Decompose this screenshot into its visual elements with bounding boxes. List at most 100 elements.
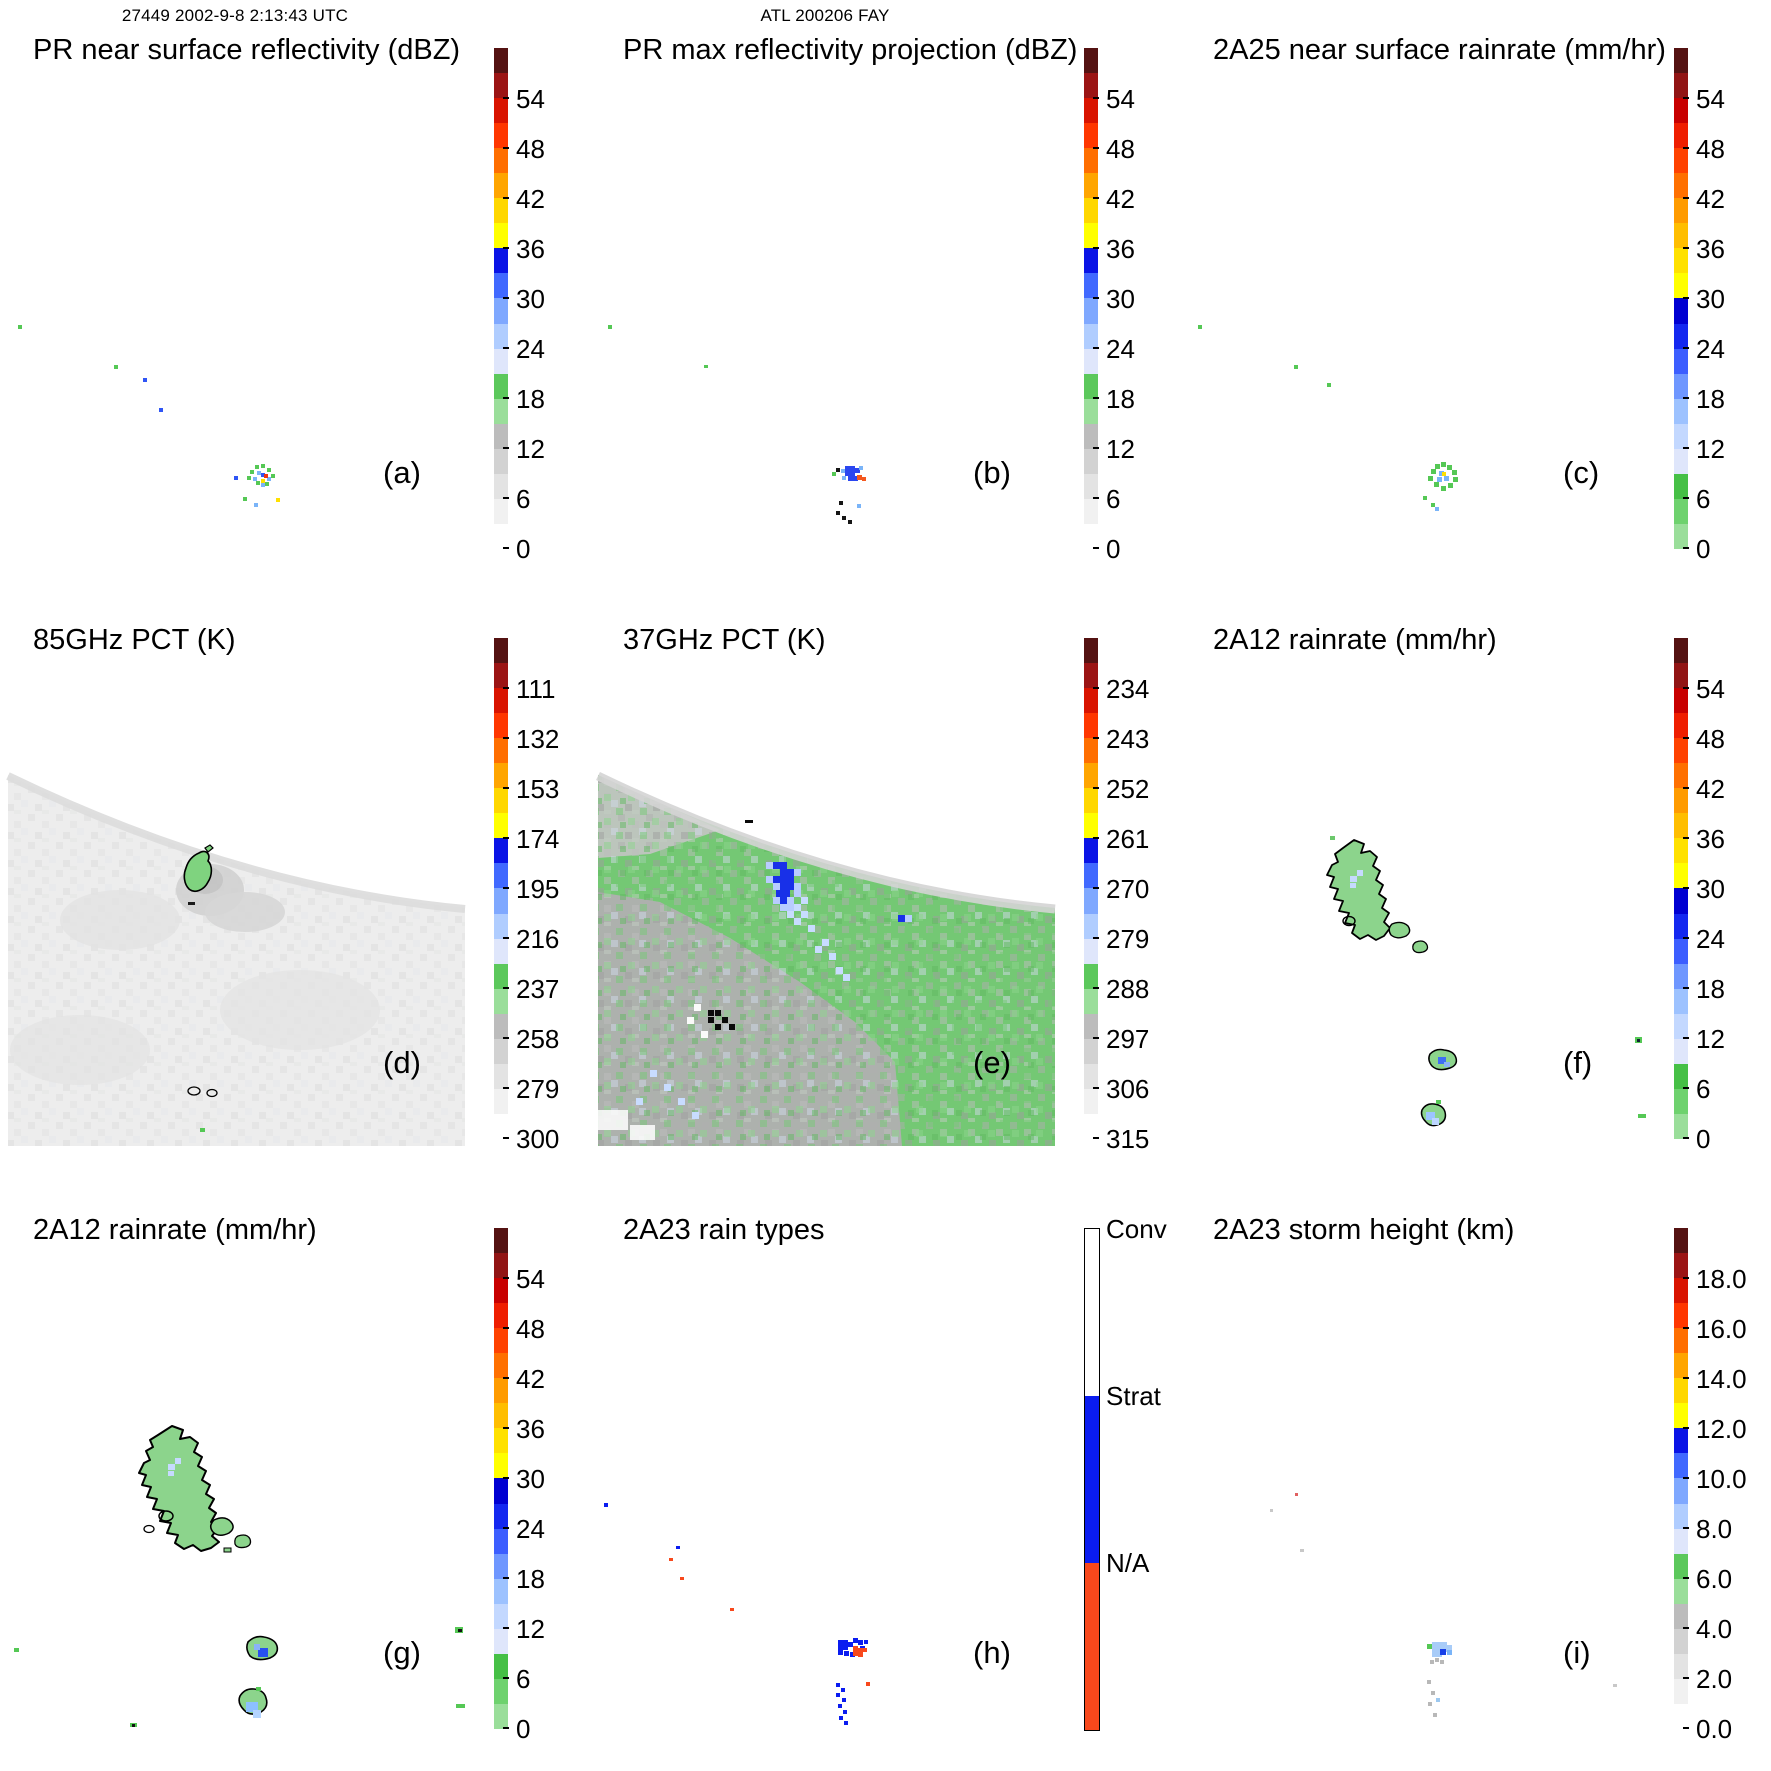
colorbar-segment: [494, 738, 508, 764]
panel-h: 2A23 rain types 34 32 30 28 26 24 -104 -…: [590, 1180, 1180, 1771]
colorbar-segment: [494, 73, 508, 99]
colorbar-segment: [494, 198, 508, 224]
colorbar-segment: [1674, 398, 1688, 424]
colorbar-tick-label: 54: [1696, 84, 1725, 114]
colorbar-tick: [503, 1577, 509, 1579]
colorbar-tick-label: 8.0: [1696, 1514, 1733, 1544]
colorbar-tick-label: 216: [516, 924, 560, 954]
colorbar-segment: [494, 1328, 508, 1354]
colorbar-tick: [503, 987, 509, 989]
colorbar-tick-label: N/A: [1106, 1548, 1150, 1578]
colorbar-segment: [494, 938, 508, 964]
panel-g-letter: (g): [383, 1635, 421, 1670]
colorbar-segment: [1084, 498, 1098, 524]
colorbar-segment: [1084, 323, 1098, 349]
colorbar-segment: [1084, 198, 1098, 224]
colorbar-segment: [494, 1453, 508, 1479]
colorbar-segment: [1674, 1378, 1688, 1404]
colorbar-segment: [1084, 473, 1098, 499]
colorbar-segment: [1674, 1403, 1688, 1429]
colorbar-segment: [1084, 788, 1098, 814]
colorbar-tick-label: 30: [1696, 874, 1725, 904]
colorbar-tick-label: 48: [516, 134, 545, 164]
panel-a-map: 34 32 30 28 26 24 -104 -102 -100 -98 -96…: [18, 325, 280, 507]
colorbar-segment: [1085, 1563, 1099, 1730]
panel-g: 2A12 rainrate (mm/hr) 34 32 30 28 26 24 …: [0, 1180, 590, 1771]
panel-e: 37GHz PCT (K): [590, 590, 1180, 1180]
colorbar-tick-label: 42: [1696, 184, 1725, 214]
colorbar-tick: [1683, 837, 1689, 839]
colorbar-segment: [1674, 48, 1688, 74]
colorbar-tick-label: 54: [1696, 674, 1725, 704]
panel-g-map: 34 32 30 28 26 24 -104 -102 -100 -98 -96…: [14, 1425, 465, 1727]
panel-f-title: 2A12 rainrate (mm/hr): [1213, 624, 1497, 656]
colorbar-segment: [1084, 273, 1098, 299]
colorbar-segment: [494, 523, 508, 549]
colorbar-segment: [1084, 398, 1098, 424]
colorbar-tick-label: 2.0: [1696, 1664, 1733, 1694]
colorbar-segment: [1674, 663, 1688, 689]
colorbar-segment: [1084, 123, 1098, 149]
colorbar-segment: [1674, 1228, 1688, 1254]
colorbar-segment: [494, 1038, 508, 1064]
colorbar-segment: [494, 1503, 508, 1529]
colorbar-tick: [503, 1327, 509, 1329]
colorbar-tick: [503, 1627, 509, 1629]
colorbar-tick: [1683, 1137, 1689, 1139]
colorbar-tick: [1683, 247, 1689, 249]
colorbar-tick-label: 24: [1696, 334, 1725, 364]
colorbar-segment: [1084, 1088, 1098, 1114]
colorbar-tick-label: 4.0: [1696, 1614, 1733, 1644]
colorbar-tick-label: 30: [1106, 284, 1135, 314]
colorbar-g: [494, 1228, 508, 1729]
colorbar-tick-label: 42: [516, 184, 545, 214]
panel-b-map: 34 32 30 28 26 24 -104 -102 -100 -98 -96…: [608, 325, 866, 524]
panel-f-letter: (f): [1563, 1045, 1593, 1080]
colorbar-segment: [1674, 248, 1688, 274]
colorbar-tick-label: 42: [516, 1364, 545, 1394]
colorbar-segment: [1085, 1396, 1099, 1563]
colorbar-a: [494, 48, 508, 549]
colorbar-segment: [1674, 1628, 1688, 1654]
colorbar-tick-label: 261: [1106, 824, 1150, 854]
colorbar-tick: [1683, 1677, 1689, 1679]
colorbar-segment: [494, 448, 508, 474]
colorbar-segment: [1084, 423, 1098, 449]
colorbar-tick: [1093, 1137, 1099, 1139]
colorbar-i: [1674, 1228, 1688, 1729]
colorbar-segment: [1674, 73, 1688, 99]
colorbar-segment: [1674, 123, 1688, 149]
colorbar-segment: [1084, 813, 1098, 839]
colorbar-tick: [1093, 887, 1099, 889]
colorbar-tick: [1093, 397, 1099, 399]
colorbar-tick: [1683, 1087, 1689, 1089]
colorbar-segment: [494, 1403, 508, 1429]
colorbar-tick: [1093, 687, 1099, 689]
colorbar-tick: [1093, 497, 1099, 499]
panel-i-map: 34 32 30 28 26 24 -104 -102 -100 -98 -96…: [1270, 1493, 1617, 1717]
panel-h-title: 2A23 rain types: [623, 1214, 825, 1246]
panel-g-title: 2A12 rainrate (mm/hr): [33, 1214, 317, 1246]
panel-d-title: 85GHz PCT (K): [33, 624, 236, 656]
colorbar-tick-label: 6: [516, 484, 531, 514]
colorbar-tick-label: 36: [1696, 824, 1725, 854]
colorbar-segment: [1084, 248, 1098, 274]
colorbar-segment: [1674, 498, 1688, 524]
colorbar-segment: [494, 1553, 508, 1579]
panel-e-map: 34 32 30 28 26 24 -104 -102 -100 -98 -96…: [596, 771, 1056, 1146]
colorbar-segment: [1674, 988, 1688, 1014]
panel-d-letter: (d): [383, 1045, 421, 1080]
colorbar-tick: [503, 97, 509, 99]
colorbar-tick: [503, 247, 509, 249]
colorbar-tick: [1093, 987, 1099, 989]
colorbar-segment: [1084, 963, 1098, 989]
colorbar-tick-label: 16.0: [1696, 1314, 1747, 1344]
colorbar-segment: [1674, 1703, 1688, 1729]
colorbar-tick-label: 0: [1696, 534, 1711, 564]
colorbar-tick: [1683, 347, 1689, 349]
colorbar-segment: [1674, 1253, 1688, 1279]
colorbar-segment: [1674, 1653, 1688, 1679]
colorbar-tick: [1683, 297, 1689, 299]
colorbar-segment: [1674, 1063, 1688, 1089]
colorbar-tick: [1683, 687, 1689, 689]
